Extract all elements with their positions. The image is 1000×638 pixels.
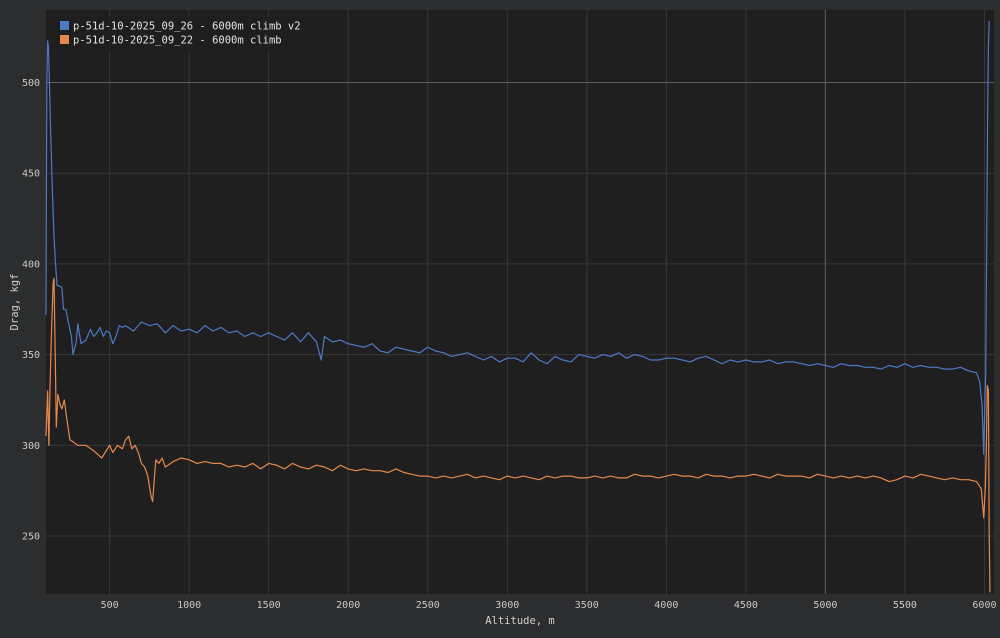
series-line-2 — [45, 277, 991, 593]
x-tick-label: 3500 — [575, 600, 599, 611]
legend-label-1: p-51d-10-2025_09_26 - 6000m climb v2 — [73, 21, 301, 33]
series-line-1 — [45, 20, 990, 455]
x-tick-label: 4500 — [734, 600, 758, 611]
y-tick-label: 300 — [22, 441, 40, 452]
axis-ticks: 500 1000 1500 2000 2500 3000 3500 4000 4500 5000 5… — [22, 78, 997, 611]
x-tick-label: 2500 — [416, 600, 440, 611]
x-tick-label: 5500 — [893, 600, 917, 611]
y-tick-label: 350 — [22, 350, 40, 361]
legend-label-2: p-51d-10-2025_09_22 - 6000m climb — [73, 35, 282, 47]
x-tick-label: 6000 — [972, 600, 996, 611]
y-tick-label: 250 — [22, 531, 40, 542]
y-tick-label: 450 — [22, 169, 40, 180]
series-lines — [45, 20, 991, 593]
legend-box — [56, 17, 292, 51]
x-axis-title: Altitude, m — [485, 615, 555, 627]
legend-swatch-1 — [60, 21, 69, 30]
y-axis-title: Drag, kgf — [9, 274, 21, 331]
crosshair — [46, 10, 994, 594]
x-tick-label: 500 — [101, 600, 119, 611]
plot-area — [46, 10, 994, 594]
x-tick-label: 5000 — [813, 600, 837, 611]
x-tick-label: 1000 — [177, 600, 201, 611]
legend-swatch-2 — [60, 35, 69, 44]
x-tick-label: 4000 — [654, 600, 678, 611]
legend: p-51d-10-2025_09_26 - 6000m climb v2 p-51… — [56, 17, 301, 51]
y-tick-label: 500 — [22, 78, 40, 89]
y-tick-label: 400 — [22, 259, 40, 270]
x-tick-label: 2000 — [336, 600, 360, 611]
x-tick-label: 3000 — [495, 600, 519, 611]
x-tick-label: 1500 — [257, 600, 281, 611]
